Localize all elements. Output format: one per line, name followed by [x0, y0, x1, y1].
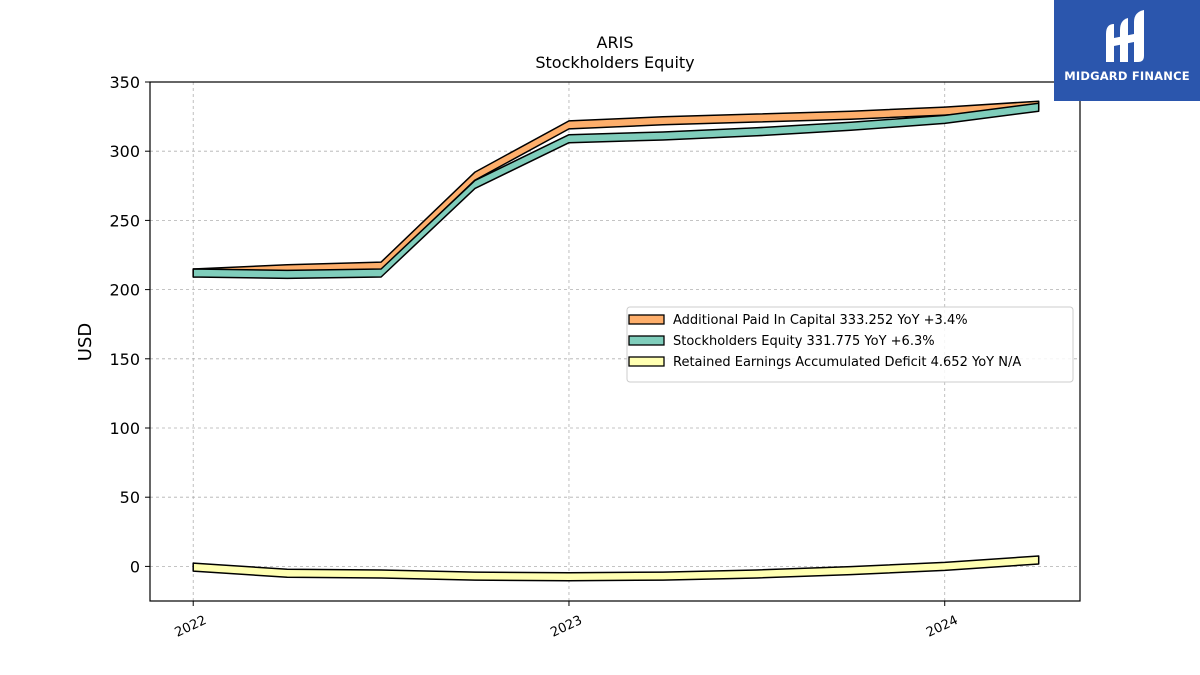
legend-swatch-2: [628, 335, 665, 346]
legend-swatch-1: [628, 314, 665, 325]
legend-label-2: Stockholders Equity 331.775 YoY +6.3%: [673, 334, 935, 349]
series-band-3: [192, 555, 1040, 582]
midgard-finance-logo-icon: [1106, 10, 1144, 62]
midgard-finance-logo: MIDGARD FINANCE: [1054, 0, 1200, 101]
y-axis-label: USD: [75, 323, 96, 361]
legend-box: [626, 306, 1074, 383]
y-tick-label: 0: [130, 557, 140, 576]
series-band-1: [192, 100, 1040, 278]
y-tick-label: 50: [120, 488, 140, 507]
y-tick-label: 250: [109, 211, 140, 230]
y-tick-label: 200: [109, 281, 140, 300]
x-tick-label: 2022: [173, 613, 209, 641]
y-tick-label: 100: [109, 419, 140, 438]
y-axis-ticks: 0 50 100 150 200 250 300 350: [109, 73, 150, 576]
y-tick-label: 150: [109, 350, 140, 369]
x-axis-ticks: 2022 2023 2024: [173, 601, 960, 641]
plot-frame: [149, 81, 1081, 602]
legend-swatch-3: [628, 356, 665, 367]
series-band-2: [192, 102, 1040, 280]
chart-subtitle: Stockholders Equity: [535, 53, 694, 72]
x-tick-label: 2024: [924, 613, 960, 641]
x-tick-label: 2023: [548, 613, 584, 641]
chart-legend: Additional Paid In Capital 333.252 YoY +…: [626, 306, 1074, 383]
y-tick-label: 350: [109, 73, 140, 92]
logo-text: MIDGARD FINANCE: [1064, 69, 1190, 83]
legend-label-1: Additional Paid In Capital 333.252 YoY +…: [673, 313, 968, 328]
chart-title: ARIS: [597, 33, 634, 52]
series-layer: [192, 100, 1040, 582]
y-tick-label: 300: [109, 142, 140, 161]
legend-label-3: Retained Earnings Accumulated Deficit 4.…: [673, 355, 1021, 370]
